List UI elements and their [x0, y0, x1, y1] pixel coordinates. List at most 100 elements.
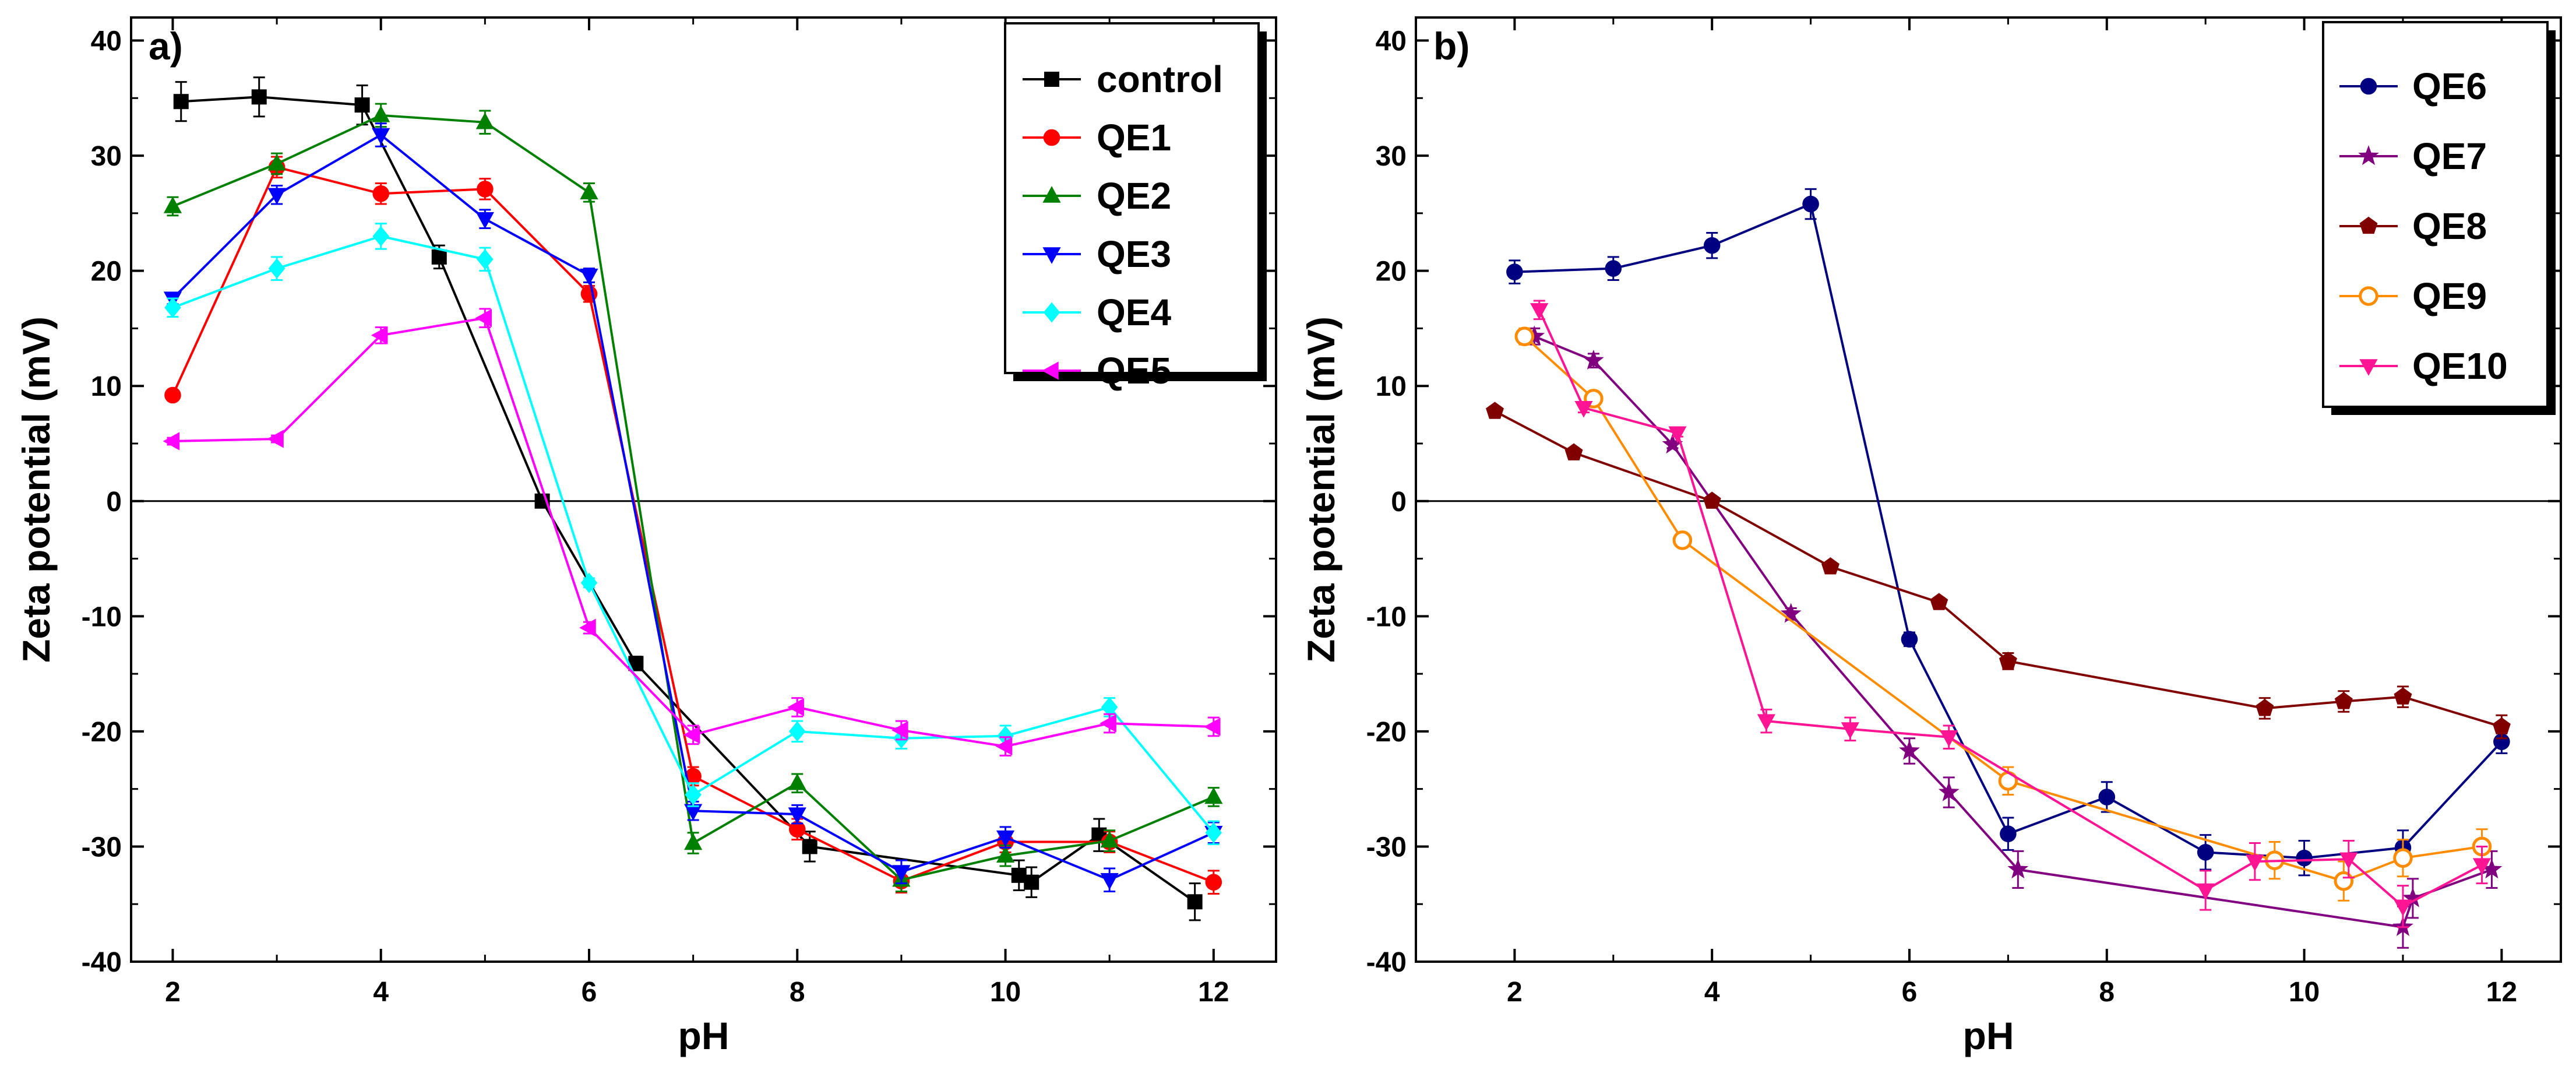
- y-tick-label: 10: [91, 371, 122, 402]
- legend-entry-qe4: QE4: [1023, 291, 1171, 333]
- x-axis-title: pH: [678, 1014, 730, 1057]
- data-point: [1821, 557, 1840, 575]
- legend-entry-qe10: QE10: [2339, 345, 2508, 387]
- legend-label: QE3: [1097, 233, 1171, 275]
- data-point: [892, 865, 911, 882]
- data-point: [1703, 237, 1721, 254]
- y-axis-title: Zeta potential (mV): [1299, 316, 1342, 663]
- y-tick-label: 40: [91, 26, 122, 57]
- data-point: [579, 618, 596, 637]
- legend: QE6 QE7 QE8 QE9 QE10: [2322, 21, 2556, 415]
- data-point: [173, 94, 189, 110]
- x-tick-label: 6: [1902, 977, 1918, 1008]
- data-point: [1205, 822, 1222, 843]
- x-tick-label: 2: [165, 977, 181, 1008]
- data-point: [1506, 263, 1523, 280]
- legend-label: QE10: [2412, 345, 2508, 387]
- data-point: [475, 112, 494, 129]
- legend-label: QE2: [1097, 175, 1171, 217]
- data-point: [477, 181, 494, 198]
- y-tick-label: 0: [1391, 487, 1407, 518]
- data-point: [371, 326, 388, 344]
- data-point: [891, 721, 908, 740]
- data-point: [267, 154, 286, 171]
- y-tick-label: 10: [1376, 371, 1407, 402]
- x-tick-label: 4: [1704, 977, 1720, 1008]
- plot-frame: [130, 16, 1277, 963]
- data-point: [1930, 593, 1948, 610]
- x-tick-label: 10: [2289, 977, 2320, 1008]
- data-point: [251, 89, 267, 105]
- y-tick-label: -10: [82, 601, 122, 632]
- y-tick-label: 40: [1376, 26, 1407, 57]
- data-point: [1583, 349, 1604, 370]
- legend-label: QE7: [2412, 135, 2487, 177]
- legend-label: QE4: [1097, 291, 1171, 333]
- legend-marker: [2360, 78, 2377, 95]
- data-point: [1100, 831, 1119, 848]
- legend-entry-qe9: QE9: [2339, 275, 2487, 317]
- data-point: [1802, 195, 1819, 213]
- x-tick-label: 10: [990, 977, 1021, 1008]
- data-point: [802, 839, 817, 854]
- chart-panel-a: 2 4 6 8 10 12 -40 -30 -20 -10 0 10 20 30 40 pH Zeta pote…: [15, 16, 1277, 1057]
- legend-marker: [1042, 186, 1061, 203]
- y-tick-label: -40: [1366, 947, 1407, 978]
- data-point: [354, 97, 370, 113]
- legend-label: QE9: [2412, 275, 2487, 317]
- data-point: [1899, 740, 1920, 760]
- data-point: [2394, 899, 2412, 917]
- data-point: [580, 572, 598, 593]
- legend-marker: [2359, 359, 2378, 376]
- y-tick-label: 20: [91, 256, 122, 287]
- data-point: [788, 721, 806, 742]
- data-point: [685, 768, 702, 785]
- series-line-qe9: [1523, 335, 2482, 882]
- data-point: [1668, 426, 1687, 444]
- y-tick-label: -40: [82, 947, 122, 978]
- y-tick-label: -20: [82, 717, 122, 748]
- data-point: [267, 188, 286, 205]
- data-point: [2098, 789, 2116, 805]
- data-point: [2393, 848, 2413, 868]
- y-tick-label: -30: [82, 832, 122, 863]
- data-point: [2402, 887, 2423, 907]
- y-tick-label: 30: [1376, 141, 1407, 172]
- data-point: [164, 386, 181, 404]
- legend-label: QE6: [2412, 65, 2487, 107]
- legend-label: QE5: [1097, 350, 1171, 392]
- y-tick-label: 30: [91, 141, 122, 172]
- legend-marker: [2358, 145, 2379, 166]
- data-point: [2256, 699, 2274, 716]
- data-point: [1530, 303, 1549, 320]
- x-tick-label: 8: [2099, 977, 2115, 1008]
- data-point: [2394, 687, 2412, 705]
- x-tick-label: 8: [790, 977, 805, 1008]
- data-point: [788, 807, 806, 825]
- series-line-qe7: [1534, 335, 2493, 928]
- legend-entry-qe2: QE2: [1023, 175, 1171, 217]
- legend-marker: [2359, 286, 2378, 306]
- data-point: [2334, 871, 2354, 891]
- data-point: [1703, 491, 1721, 509]
- series-line-qe5: [172, 316, 1214, 748]
- data-point: [1940, 730, 1958, 747]
- legend-entry-qe8: QE8: [2339, 205, 2487, 247]
- data-point: [1780, 603, 1802, 623]
- legend-marker: [1043, 302, 1060, 323]
- legend-label: QE8: [2412, 205, 2487, 247]
- data-point: [372, 128, 390, 145]
- legend-entry-qe5: QE5: [1023, 350, 1171, 392]
- legend-marker: [1042, 361, 1059, 380]
- data-point: [1672, 530, 1693, 550]
- data-point: [1486, 402, 1504, 419]
- data-point: [580, 268, 598, 286]
- data-point: [1841, 722, 1859, 739]
- legend-entry-control: control: [1023, 58, 1223, 100]
- panel-label: b): [1433, 24, 1470, 68]
- data-point: [163, 432, 180, 451]
- series-qe5: [163, 308, 1221, 757]
- data-point: [2296, 849, 2313, 867]
- data-point: [1757, 714, 1775, 731]
- data-point: [2334, 692, 2353, 709]
